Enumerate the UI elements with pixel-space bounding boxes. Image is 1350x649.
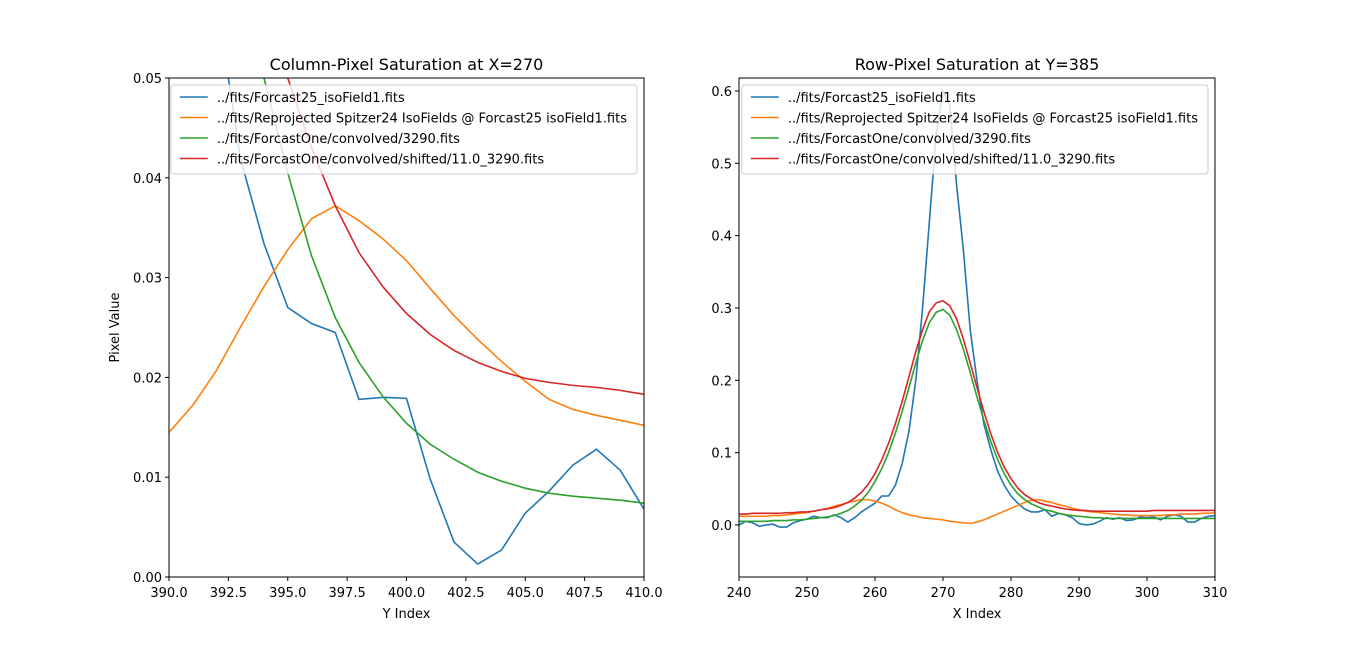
legend-label: ../fits/ForcastOne/convolved/shifted/11.…: [217, 153, 545, 168]
series-line: [739, 299, 1215, 515]
y-tick-label: 0.2: [711, 374, 732, 389]
x-tick-label: 402.5: [447, 586, 484, 601]
y-tick-label: 0.5: [711, 157, 732, 172]
series-line: [739, 308, 1215, 523]
legend-label: ../fits/Reprojected Spitzer24 IsoFields …: [217, 112, 627, 127]
series-line: [227, 78, 644, 566]
series-line: [286, 78, 644, 396]
legend-label: ../fits/Reprojected Spitzer24 IsoFields …: [788, 112, 1198, 127]
y-tick-label: 0.03: [133, 272, 162, 287]
x-tick-label: 270: [931, 586, 956, 601]
y-tick-label: 0.4: [711, 230, 732, 245]
x-tick-label: 405.0: [507, 586, 544, 601]
y-tick-label: 0.1: [711, 447, 732, 462]
x-axis-label: X Index: [953, 607, 1002, 622]
legend: ../fits/Forcast25_isoField1.fits ../fits/…: [170, 84, 638, 175]
series-line: [263, 78, 644, 504]
y-tick-label: 0.05: [133, 72, 162, 87]
y-tick-label: 0.6: [711, 85, 732, 100]
legend-label: ../fits/ForcastOne/convolved/3290.fits: [217, 132, 460, 147]
x-tick-label: 390.0: [150, 586, 187, 601]
x-tick-label: 400.0: [388, 586, 425, 601]
y-tick-label: 0.04: [133, 172, 162, 187]
x-tick-label: 407.5: [566, 586, 603, 601]
x-tick-label: 300: [1135, 586, 1160, 601]
x-tick-label: 290: [1067, 586, 1092, 601]
subplot: 390.0 392.5 395.0 397.5 400.0 402.5 405.0 407.5…: [108, 55, 663, 622]
plot-area: [739, 88, 1215, 528]
subplot: 240 250 260 270 280 290 300 310 0.0 0.1 0.2 0.3 0.4 0…: [711, 55, 1227, 622]
legend-label: ../fits/ForcastOne/convolved/3290.fits: [788, 132, 1031, 147]
y-axis-label: Pixel Value: [108, 293, 123, 363]
x-tick-label: 310: [1203, 586, 1228, 601]
series-line: [169, 204, 644, 433]
y-tick-label: 0.0: [711, 519, 732, 534]
legend-label: ../fits/Forcast25_isoField1.fits: [217, 91, 405, 106]
axes-frame: [738, 77, 1216, 578]
legend-label: ../fits/ForcastOne/convolved/shifted/11.…: [788, 153, 1116, 168]
legend: ../fits/Forcast25_isoField1.fits ../fits/…: [741, 84, 1209, 175]
legend-box: [170, 84, 638, 175]
plot-area: [169, 78, 644, 566]
x-tick-label: 410.0: [625, 586, 662, 601]
x-tick-label: 240: [727, 586, 752, 601]
x-tick-label: 250: [795, 586, 820, 601]
chart-title: Column-Pixel Saturation at X=270: [270, 55, 544, 74]
chart-title: Row-Pixel Saturation at Y=385: [855, 55, 1100, 74]
x-tick-label: 397.5: [329, 586, 366, 601]
x-axis-label: Y Index: [382, 607, 431, 622]
x-tick-label: 280: [999, 586, 1024, 601]
y-tick-label: 0.02: [133, 371, 162, 386]
y-tick-label: 0.00: [133, 571, 162, 586]
y-tick-label: 0.3: [711, 302, 732, 317]
legend-label: ../fits/Forcast25_isoField1.fits: [788, 91, 976, 106]
legend-box: [741, 84, 1209, 175]
x-tick-label: 260: [863, 586, 888, 601]
x-tick-label: 395.0: [269, 586, 306, 601]
x-tick-label: 392.5: [210, 586, 247, 601]
y-tick-label: 0.01: [133, 471, 162, 486]
